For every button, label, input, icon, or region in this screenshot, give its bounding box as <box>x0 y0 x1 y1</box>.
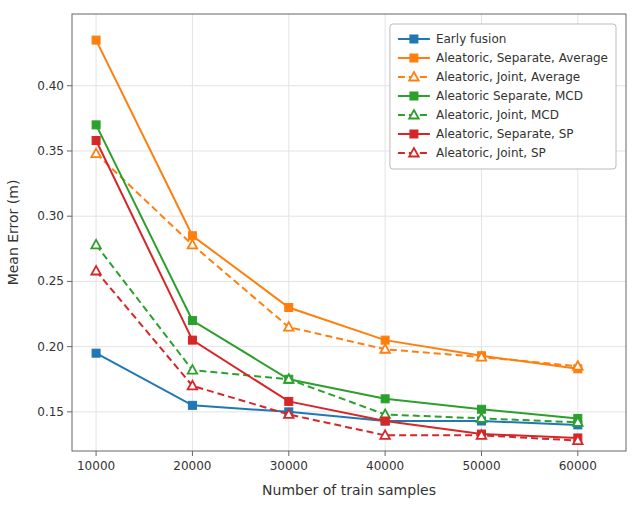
tick-label: 0.20 <box>37 340 64 354</box>
x-axis-label: Number of train samples <box>262 482 436 498</box>
point <box>285 304 293 312</box>
point <box>477 352 485 360</box>
tick-label: 20000 <box>173 459 211 473</box>
tick <box>288 451 289 456</box>
tick <box>67 85 72 86</box>
plot-frame <box>72 14 626 451</box>
point <box>188 381 198 390</box>
point <box>573 436 583 445</box>
tick <box>67 346 72 347</box>
tick-label: 30000 <box>270 459 308 473</box>
point <box>91 240 101 249</box>
legend-marker <box>410 92 418 100</box>
grid-line <box>72 281 626 282</box>
tick <box>67 150 72 151</box>
series-line <box>96 245 578 422</box>
point <box>188 401 196 409</box>
point <box>573 361 583 370</box>
point <box>91 266 101 275</box>
point <box>92 36 100 44</box>
point <box>573 417 583 426</box>
grid <box>72 14 626 451</box>
tick-label: 10000 <box>77 459 115 473</box>
chart: 0.15 0.20 0.25 0.30 0.35 0.40 10000 20000 30000 4… <box>0 0 640 509</box>
legend-marker <box>410 54 418 62</box>
tick-label: 0.40 <box>37 79 64 93</box>
point <box>91 149 101 158</box>
point <box>188 317 196 325</box>
series-line <box>96 271 578 441</box>
point <box>477 352 487 361</box>
legend-label: Aleatoric, Separate, Average <box>436 51 608 65</box>
tick <box>577 451 578 456</box>
point <box>381 395 389 403</box>
point <box>380 430 390 439</box>
tick-label: 0.30 <box>37 209 64 223</box>
background <box>0 0 640 509</box>
point <box>381 417 389 425</box>
tick <box>385 451 386 456</box>
legend-label: Aleatoric Separate, MCD <box>436 89 583 103</box>
legend-box <box>390 24 616 169</box>
point <box>477 430 485 438</box>
tick-label: 50000 <box>462 459 500 473</box>
point <box>284 409 294 418</box>
tick <box>67 411 72 412</box>
legend-marker <box>409 148 419 157</box>
grid-line <box>72 346 626 347</box>
point <box>284 374 294 383</box>
tick <box>192 451 193 456</box>
point <box>477 413 487 422</box>
tick-label: 0.15 <box>37 405 64 419</box>
series-line <box>96 141 578 438</box>
point <box>380 344 390 353</box>
grid-line <box>96 14 97 451</box>
grid-line <box>288 14 289 451</box>
point <box>188 240 198 249</box>
tick <box>481 451 482 456</box>
grid-line <box>385 14 386 451</box>
series <box>92 137 582 442</box>
axes: 0.15 0.20 0.25 0.30 0.35 0.40 10000 20000 30000 4… <box>37 14 626 473</box>
plot-area <box>91 36 582 444</box>
point <box>188 365 198 374</box>
legend-label: Aleatoric, Joint, MCD <box>436 108 559 122</box>
point <box>188 336 196 344</box>
tick-label: 40000 <box>366 459 404 473</box>
point <box>381 417 389 425</box>
legend-marker <box>409 72 419 81</box>
legend: Early fusion Aleatoric, Separate, Average… <box>390 24 616 169</box>
series-line <box>96 154 578 367</box>
point <box>284 322 294 331</box>
legend-label: Aleatoric, Joint, SP <box>436 146 546 160</box>
tick-label: 60000 <box>559 459 597 473</box>
legend-marker <box>410 35 418 43</box>
tick <box>67 216 72 217</box>
tick-label: 0.25 <box>37 274 64 288</box>
legend-label: Aleatoric, Separate, SP <box>436 127 574 141</box>
point <box>285 375 293 383</box>
point <box>92 349 100 357</box>
point <box>92 121 100 129</box>
point <box>92 137 100 145</box>
point <box>285 397 293 405</box>
series <box>91 149 582 370</box>
series <box>91 266 582 444</box>
y-axis-label: Mean Error (m) <box>5 180 21 286</box>
point <box>477 430 487 439</box>
series <box>91 240 582 426</box>
tick <box>67 281 72 282</box>
grid-line <box>72 216 626 217</box>
legend-marker <box>409 110 419 119</box>
legend-label: Early fusion <box>436 32 506 46</box>
legend-label: Aleatoric, Joint, Average <box>436 70 580 84</box>
legend-marker <box>410 130 418 138</box>
tick-label: 0.35 <box>37 144 64 158</box>
grid-line <box>72 411 626 412</box>
tick <box>96 451 97 456</box>
